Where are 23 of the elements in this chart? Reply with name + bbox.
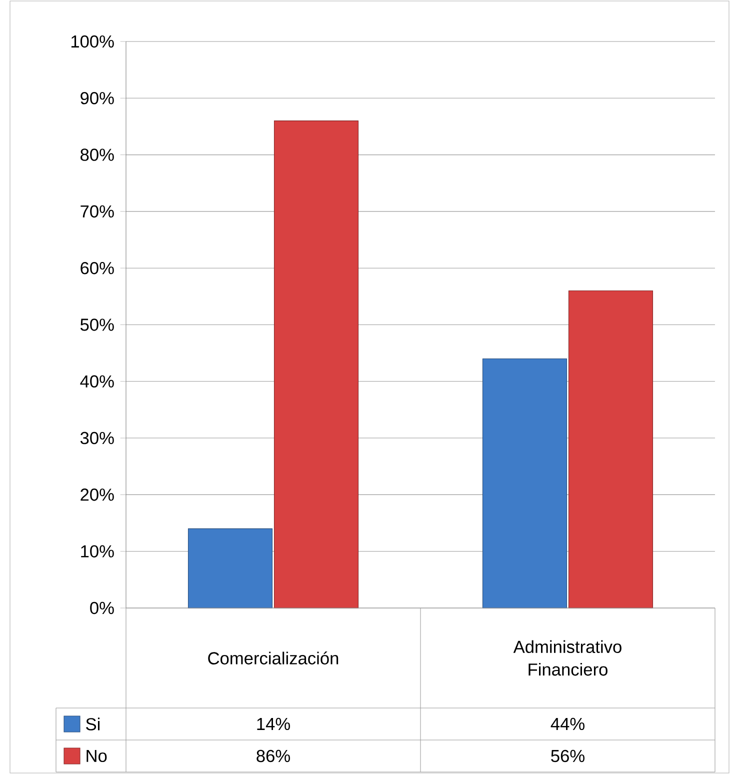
y-tick-label: 10%	[81, 545, 114, 558]
y-tick-label: 100%	[71, 35, 114, 48]
y-tick-label: 40%	[80, 375, 114, 388]
y-tick-label: 0%	[90, 602, 114, 614]
data-label: 14%	[257, 718, 290, 730]
bar	[482, 358, 568, 608]
legend-label: No	[86, 750, 107, 762]
y-tick-label: 70%	[80, 205, 114, 218]
y-tick-label: 20%	[80, 488, 114, 501]
data-label: 56%	[551, 750, 584, 762]
x-tick-label: Administrativo Financiero	[513, 640, 622, 676]
y-tick-label: 60%	[80, 262, 114, 274]
bar	[274, 120, 359, 608]
data-label: 44%	[550, 718, 584, 730]
data-label: 86%	[256, 750, 290, 762]
x-tick-label: Comercialización	[208, 652, 338, 664]
y-tick-label: 80%	[80, 148, 114, 161]
y-tick-label: 90%	[80, 92, 114, 104]
y-tick-label: 50%	[80, 318, 114, 331]
bar	[188, 528, 273, 608]
legend-label: Si	[86, 718, 100, 730]
y-tick-label: 30%	[80, 432, 114, 444]
bar	[568, 290, 654, 608]
